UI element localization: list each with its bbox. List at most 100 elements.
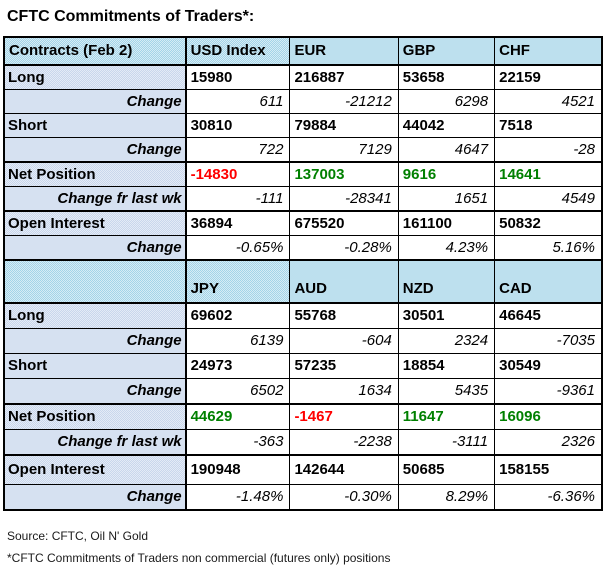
data-cell: 722 [185, 137, 291, 163]
data-cell: -111 [185, 186, 291, 212]
data-cell: 69602 [185, 302, 291, 329]
data-cell: -9361 [494, 378, 603, 405]
data-cell: 1651 [397, 186, 496, 212]
data-cell: 137003 [289, 161, 399, 187]
table-2-row-long: Long 69602 55768 30501 46645 [3, 302, 603, 329]
data-cell: 216887 [289, 64, 399, 90]
table-1-row-open-interest: Open Interest 36894 675520 161100 50832 [3, 210, 603, 236]
data-cell: 16096 [494, 403, 603, 430]
data-cell: -28 [494, 137, 603, 163]
data-cell: -0.65% [185, 235, 291, 261]
data-cell: 53658 [397, 64, 496, 90]
data-cell: 50832 [494, 210, 603, 236]
footer-note: *CFTC Commitments of Traders non commerc… [7, 551, 391, 565]
row-label: Long [3, 302, 187, 329]
data-cell: 30501 [397, 302, 496, 329]
data-cell: 30549 [494, 353, 603, 379]
data-cell: 2326 [494, 429, 603, 456]
data-cell: 161100 [397, 210, 496, 236]
row-label: Short [3, 113, 187, 138]
data-cell: -14830 [185, 161, 291, 187]
data-cell: -7035 [494, 328, 603, 354]
row-label: Open Interest [3, 210, 187, 236]
table-2-row-change-fr-last-wk: Change fr last wk -363 -2238 -3111 2326 [3, 429, 603, 456]
header-cell-jpy: JPY [185, 259, 291, 304]
data-cell: 22159 [494, 64, 603, 90]
data-cell: -21212 [289, 89, 399, 114]
row-label: Net Position [3, 161, 187, 187]
data-cell: 8.29% [397, 484, 496, 511]
data-cell: -2238 [289, 429, 399, 456]
data-cell: 6139 [185, 328, 291, 354]
data-cell: 1634 [289, 378, 399, 405]
header-cell-eur: EUR [289, 36, 399, 66]
table-2-row-change: Change 6502 1634 5435 -9361 [3, 378, 603, 405]
row-label: Change [3, 328, 187, 354]
data-cell: 9616 [397, 161, 496, 187]
row-label: Net Position [3, 403, 187, 430]
table-1-row-change-fr-last-wk: Change fr last wk -111 -28341 1651 4549 [3, 186, 603, 212]
data-cell: 2324 [397, 328, 496, 354]
data-cell: 190948 [185, 454, 291, 485]
table-1-row-short: Short 30810 79884 44042 7518 [3, 113, 603, 138]
data-cell: -604 [289, 328, 399, 354]
row-label: Change [3, 89, 187, 114]
table-2-row-net-position: Net Position 44629 -1467 11647 16096 [3, 403, 603, 430]
table-1-header-row: Contracts (Feb 2) USD Index EUR GBP CHF [3, 36, 603, 66]
data-cell: -0.28% [289, 235, 399, 261]
data-cell: 79884 [289, 113, 399, 138]
header-cell-aud: AUD [289, 259, 399, 304]
data-cell: -363 [185, 429, 291, 456]
table-2-row-change: Change -1.48% -0.30% 8.29% -6.36% [3, 484, 603, 511]
data-cell: 158155 [494, 454, 603, 485]
row-label: Open Interest [3, 454, 187, 485]
data-cell: 11647 [397, 403, 496, 430]
header-cell-nzd: NZD [397, 259, 496, 304]
row-label: Change [3, 378, 187, 405]
row-label: Change [3, 137, 187, 163]
data-cell: 4.23% [397, 235, 496, 261]
footer: Source: CFTC, Oil N' Gold *CFTC Commitme… [7, 525, 615, 569]
data-cell: -3111 [397, 429, 496, 456]
header-cell-chf: CHF [494, 36, 603, 66]
data-cell: -6.36% [494, 484, 603, 511]
table-2-row-open-interest: Open Interest 190948 142644 50685 158155 [3, 454, 603, 485]
row-label: Change [3, 484, 187, 511]
data-cell: -28341 [289, 186, 399, 212]
row-label: Change [3, 235, 187, 261]
page-title: CFTC Commitments of Traders*: [7, 8, 255, 25]
table-2-header-row: JPY AUD NZD CAD [3, 259, 603, 304]
data-cell: 5435 [397, 378, 496, 405]
data-cell: 44042 [397, 113, 496, 138]
row-label: Change fr last wk [3, 429, 187, 456]
data-cell: 15980 [185, 64, 291, 90]
table-1-row-change: Change 611 -21212 6298 4521 [3, 89, 603, 114]
data-cell: 4549 [494, 186, 603, 212]
data-cell: 675520 [289, 210, 399, 236]
row-label: Change fr last wk [3, 186, 187, 212]
data-cell: 50685 [397, 454, 496, 485]
data-cell: -1.48% [185, 484, 291, 511]
data-cell: 4521 [494, 89, 603, 114]
header-cell-contracts-feb-2: Contracts (Feb 2) [3, 36, 187, 66]
data-cell: 30810 [185, 113, 291, 138]
data-cell: 44629 [185, 403, 291, 430]
table-2-row-short: Short 24973 57235 18854 30549 [3, 353, 603, 379]
data-cell: 6502 [185, 378, 291, 405]
footer-source: Source: CFTC, Oil N' Gold [7, 529, 148, 543]
header-cell-gbp: GBP [397, 36, 496, 66]
data-cell: 7129 [289, 137, 399, 163]
data-cell: 36894 [185, 210, 291, 236]
row-label: Long [3, 64, 187, 90]
data-cell: 55768 [289, 302, 399, 329]
data-cell: 7518 [494, 113, 603, 138]
data-cell: 611 [185, 89, 291, 114]
data-cell: 24973 [185, 353, 291, 379]
table-1-row-net-position: Net Position -14830 137003 9616 14641 [3, 161, 603, 187]
cot-table-1: Contracts (Feb 2) USD Index EUR GBP CHF Long 1… [3, 36, 603, 261]
data-cell: 18854 [397, 353, 496, 379]
cot-table-2: JPY AUD NZD CAD Long 69602 55768 30501 46645 Chan… [3, 259, 603, 511]
table-1-row-long: Long 15980 216887 53658 22159 [3, 64, 603, 90]
data-cell: 6298 [397, 89, 496, 114]
data-cell: 142644 [289, 454, 399, 485]
